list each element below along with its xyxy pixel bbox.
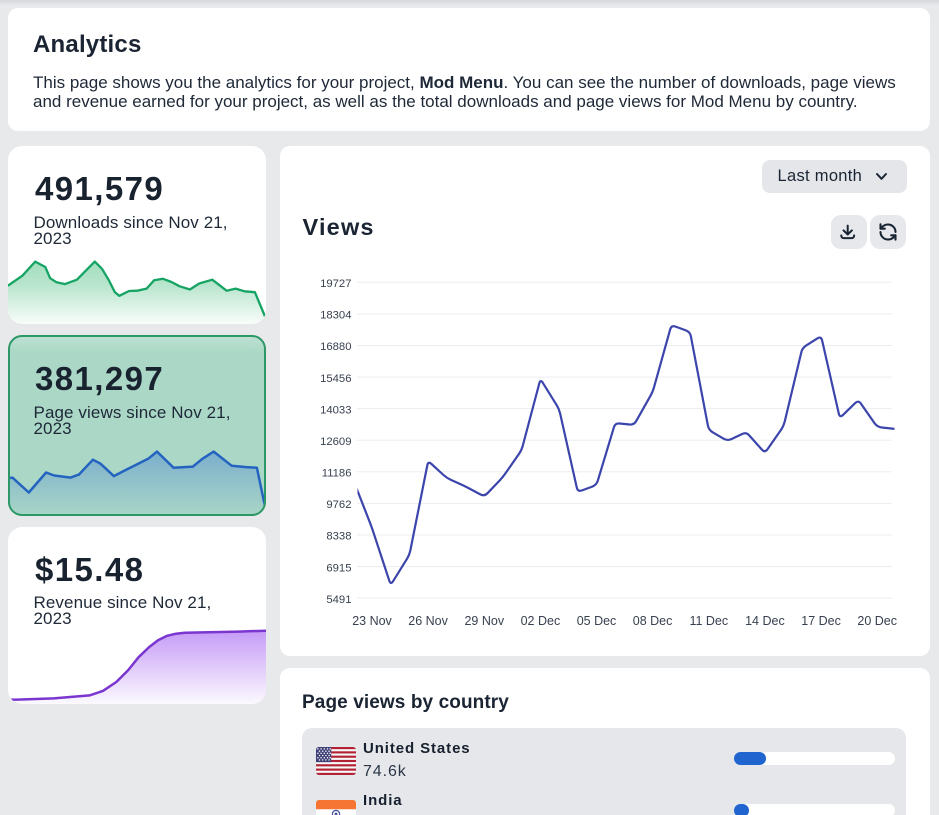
svg-text:16880: 16880 (320, 341, 351, 353)
svg-text:6915: 6915 (326, 562, 351, 574)
svg-text:26 Nov: 26 Nov (408, 614, 448, 628)
svg-text:12609: 12609 (320, 436, 351, 448)
svg-text:17 Dec: 17 Dec (801, 614, 841, 628)
svg-text:8338: 8338 (326, 531, 351, 543)
svg-text:5491: 5491 (326, 594, 351, 606)
svg-text:9762: 9762 (326, 499, 351, 511)
svg-text:29 Nov: 29 Nov (464, 614, 504, 628)
svg-text:20 Dec: 20 Dec (857, 614, 897, 628)
svg-text:23 Nov: 23 Nov (352, 614, 392, 628)
svg-text:05 Dec: 05 Dec (577, 614, 617, 628)
svg-text:14 Dec: 14 Dec (745, 614, 785, 628)
svg-text:11186: 11186 (322, 468, 352, 480)
svg-text:15456: 15456 (320, 373, 351, 385)
svg-text:14033: 14033 (320, 404, 351, 416)
svg-text:18304: 18304 (320, 310, 351, 322)
svg-text:11 Dec: 11 Dec (689, 614, 728, 628)
svg-text:02 Dec: 02 Dec (521, 614, 561, 628)
svg-text:19727: 19727 (320, 278, 351, 290)
svg-text:08 Dec: 08 Dec (633, 614, 673, 628)
